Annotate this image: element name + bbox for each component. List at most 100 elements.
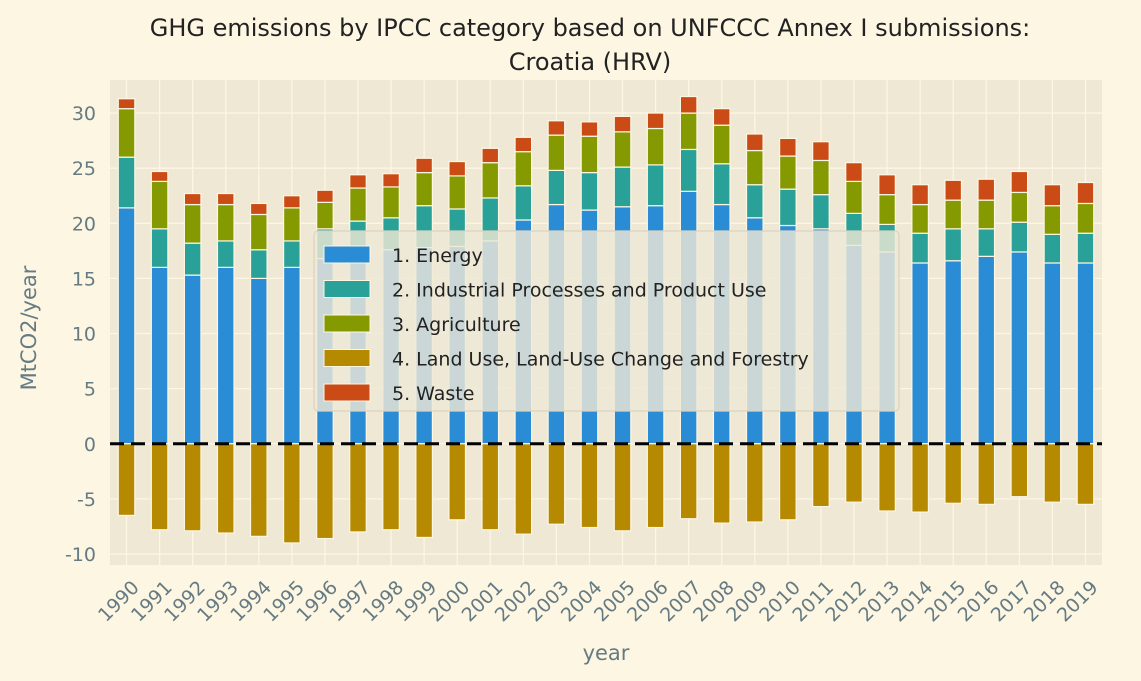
bar-segment: [1043, 205, 1062, 235]
bar-segment: [911, 443, 929, 513]
bar-segment: [249, 213, 268, 251]
bar-segment: [745, 133, 764, 152]
bar-segment: [712, 108, 731, 126]
bar-segment: [679, 95, 698, 114]
y-tick-label: -5: [77, 489, 96, 511]
bar-segment: [712, 163, 731, 206]
bar-segment: [580, 121, 599, 137]
bar-segment: [249, 249, 268, 280]
bar-segment: [117, 156, 136, 209]
bar-segment: [150, 266, 169, 445]
bar-segment: [778, 137, 797, 157]
y-tick-label: 15: [72, 268, 96, 290]
bar-segment: [778, 155, 797, 190]
legend-label: 3. Agriculture: [392, 314, 521, 336]
y-tick-label: 20: [72, 213, 96, 235]
bar-segment: [547, 120, 566, 136]
bar-segment: [812, 443, 830, 508]
bar-segment: [183, 242, 202, 276]
bar-segment: [316, 201, 334, 230]
bar-segment: [216, 192, 235, 206]
bar-segment: [183, 203, 202, 244]
bar-segment: [216, 203, 235, 242]
bar-segment: [1010, 170, 1029, 194]
bar-segment: [249, 202, 268, 216]
bar-segment: [1043, 443, 1062, 503]
x-axis-label: year: [583, 641, 630, 665]
legend-label: 2. Industrial Processes and Product Use: [392, 280, 766, 302]
bar-segment: [845, 162, 863, 183]
legend-swatch: [323, 314, 371, 333]
bar-segment: [216, 266, 235, 445]
bar-segment: [349, 443, 367, 533]
bar-segment: [283, 195, 301, 209]
bar-segment: [944, 260, 963, 445]
bar-segment: [216, 240, 235, 268]
bar-segment: [150, 443, 169, 531]
bar-segment: [778, 188, 797, 227]
bar-segment: [977, 443, 996, 505]
bar-segment: [712, 124, 731, 165]
bar-segment: [283, 266, 301, 445]
y-tick-label: 5: [84, 379, 96, 401]
legend-swatch: [323, 383, 371, 402]
bar-segment: [514, 136, 533, 153]
bar-segment: [778, 443, 797, 521]
chart-subtitle: Croatia (HRV): [509, 48, 671, 76]
bar-segment: [117, 108, 136, 158]
bar-segment: [415, 171, 434, 207]
bar-segment: [911, 232, 929, 264]
y-tick-label: 30: [72, 103, 96, 125]
bar-segment: [481, 162, 500, 199]
bar-segment: [448, 175, 467, 210]
bar-segment: [183, 192, 202, 206]
bar-segment: [878, 174, 896, 196]
legend-swatch: [323, 280, 371, 298]
bar-segment: [977, 228, 996, 257]
bar-segment: [977, 255, 996, 445]
bar-segment: [1076, 443, 1095, 505]
bar-segment: [1043, 262, 1062, 445]
bar-segment: [580, 171, 599, 211]
legend-box: [313, 230, 900, 412]
bar-segment: [812, 141, 830, 162]
bar-segment: [316, 443, 334, 540]
bar-segment: [944, 443, 963, 504]
bar-segment: [1076, 181, 1095, 205]
bar-segment: [514, 443, 533, 535]
bar-segment: [745, 149, 764, 186]
bar-segment: [382, 173, 400, 188]
bar-segment: [1076, 262, 1095, 445]
bar-segment: [580, 135, 599, 174]
bar-segment: [1010, 443, 1029, 498]
legend: 1. Energy 2. Industrial Processes and Pro…: [313, 230, 900, 412]
bar-segment: [481, 147, 500, 164]
bar-segment: [117, 443, 136, 516]
bar-segment: [646, 443, 665, 529]
bar-segment: [183, 274, 202, 445]
bar-segment: [878, 443, 896, 512]
bar-segment: [646, 112, 665, 130]
legend-label: 4. Land Use, Land-Use Change and Forestr…: [392, 349, 809, 371]
bar-segment: [679, 148, 698, 192]
bar-segment: [613, 131, 632, 168]
bar-segment: [382, 186, 400, 219]
bar-segment: [646, 127, 665, 166]
bar-segment: [547, 443, 566, 525]
bar-segment: [613, 443, 632, 532]
bar-segment: [679, 443, 698, 520]
bar-segment: [812, 159, 830, 196]
bar-segment: [1010, 251, 1029, 445]
bar-segment: [878, 194, 896, 225]
y-tick-labels: -10 -5 0 5 10 15 20 25 30: [65, 103, 96, 566]
bar-segment: [382, 443, 400, 531]
y-tick-label: 0: [84, 434, 96, 456]
bar-segment: [183, 443, 202, 532]
y-axis-label: MtCO2/year: [17, 265, 41, 390]
bar-segment: [448, 443, 467, 521]
y-tick-label: -10: [65, 544, 96, 566]
bar-segment: [911, 262, 929, 445]
bar-segment: [249, 277, 268, 445]
legend-swatch: [323, 349, 371, 367]
